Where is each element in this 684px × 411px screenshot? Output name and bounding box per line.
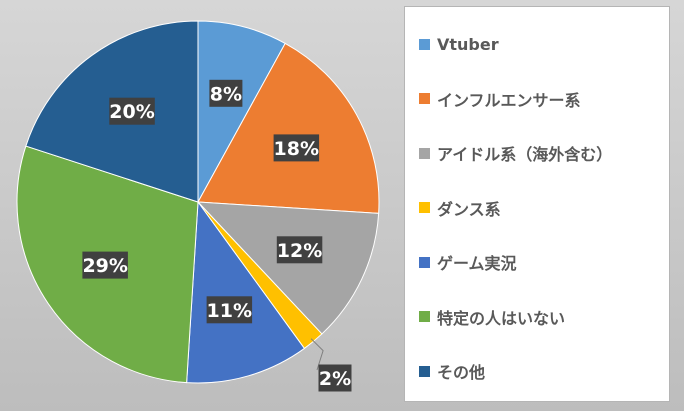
legend-label: その他 xyxy=(437,363,486,382)
legend-swatch xyxy=(419,147,430,159)
data-label-text: 20% xyxy=(109,101,154,123)
data-label-text: 18% xyxy=(274,138,319,160)
data-label: 29% xyxy=(82,251,128,279)
data-label: 18% xyxy=(273,134,320,162)
data-label: 11% xyxy=(206,296,253,324)
pie-slice xyxy=(186,200,306,384)
legend-swatch xyxy=(419,311,430,322)
legend-item: その他 xyxy=(419,359,485,383)
legend-swatch xyxy=(419,256,430,268)
legend-swatch xyxy=(419,93,430,104)
legend-swatch xyxy=(419,365,430,377)
legend-label: ダンス系 xyxy=(437,199,501,219)
legend-label: インフルエンサー系 xyxy=(437,90,581,110)
data-label-text: 11% xyxy=(207,300,252,322)
legend: Vtuber インフルエンサー系アイドル系（海外含む） ダンス系ゲーム実況特定の人は… xyxy=(404,6,670,402)
data-label-background xyxy=(276,236,323,264)
legend-item: 特定の人はいない xyxy=(419,305,565,329)
data-label: 8% xyxy=(209,79,243,107)
legend-label: 特定の人はいない xyxy=(437,308,566,328)
pie-slice xyxy=(196,201,380,335)
data-label-background xyxy=(206,296,253,324)
data-label-background xyxy=(273,134,320,162)
legend-item: ダンス系 xyxy=(419,196,501,220)
data-label-text: 29% xyxy=(82,255,127,277)
data-label-background xyxy=(209,79,243,107)
legend-item: Vtuber xyxy=(419,32,499,56)
legend-label: Vtuber xyxy=(437,34,499,54)
legend-item: インフルエンサー系 xyxy=(419,87,581,111)
legend-item: アイドル系（海外含む） xyxy=(419,141,612,165)
legend-label: ゲーム実況 xyxy=(437,254,517,273)
data-label-background xyxy=(82,251,128,279)
data-label: 2% xyxy=(318,364,352,392)
data-label: 12% xyxy=(276,236,323,264)
data-label-background xyxy=(318,364,352,392)
data-label-text: 12% xyxy=(277,240,322,262)
leader-line xyxy=(310,338,324,371)
legend-item: ゲーム実況 xyxy=(419,250,517,274)
legend-swatch xyxy=(419,202,430,213)
data-label-text: 2% xyxy=(319,368,351,390)
data-label: 20% xyxy=(109,97,155,125)
data-label-background xyxy=(109,97,155,125)
pie-slice xyxy=(197,42,380,214)
legend-swatch xyxy=(419,38,430,50)
pie-slice xyxy=(197,20,286,203)
legend-label: アイドル系（海外含む） xyxy=(437,145,613,164)
data-label-text: 8% xyxy=(210,83,242,105)
